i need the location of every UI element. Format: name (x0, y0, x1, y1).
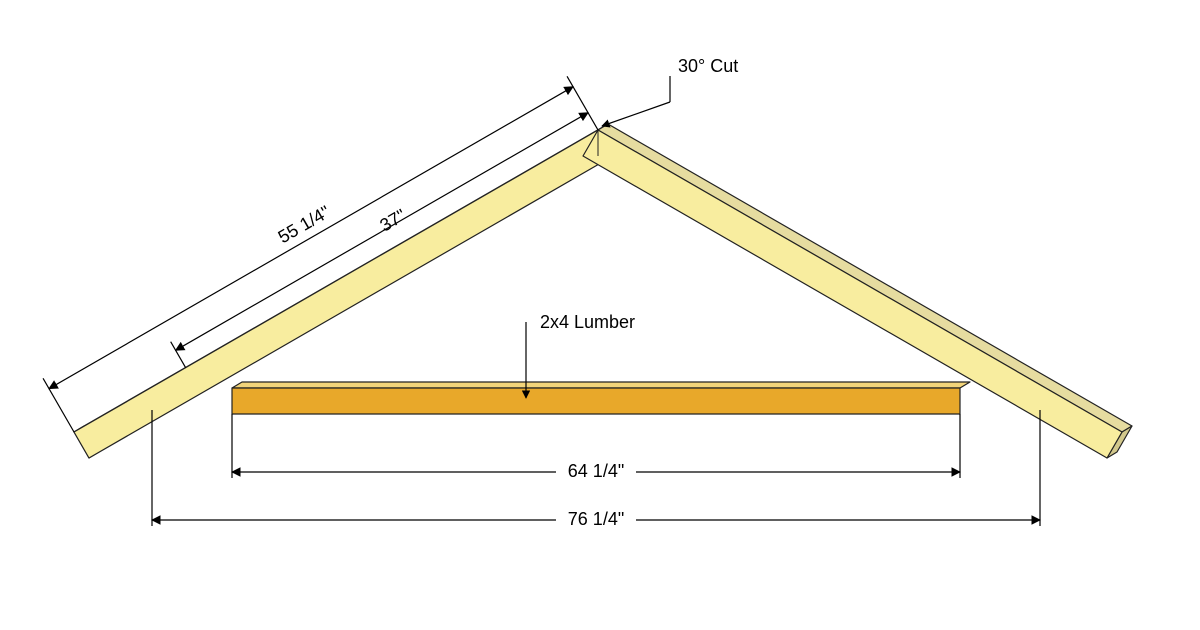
leader-peak-cut (602, 102, 670, 126)
label-peak-cut: 30° Cut (678, 56, 738, 76)
label-tie-material: 2x4 Lumber (540, 312, 635, 332)
dim-label-tie-length: 64 1/4" (568, 461, 624, 481)
collar-tie-top (232, 382, 970, 388)
dim-label-rafter-inner: 37" (376, 205, 409, 236)
roof-truss-diagram: 55 1/4" 37" 30° Cut 2x4 Lumber 64 1/4" 76 1/4… (0, 0, 1200, 630)
dim-rafter-length (49, 87, 573, 389)
dim-label-overall-width: 76 1/4" (568, 509, 624, 529)
collar-tie-face (232, 388, 960, 414)
dim-rafter-inner (176, 113, 588, 351)
dim-label-rafter-length: 55 1/4" (275, 202, 334, 248)
ext-line (43, 378, 74, 432)
